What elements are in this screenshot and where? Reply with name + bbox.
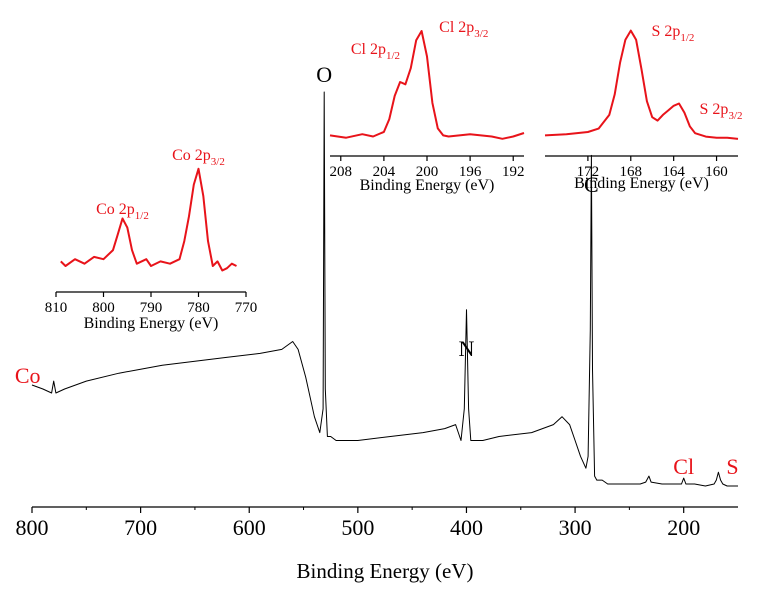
inset-co-tick-label-800: 800 xyxy=(92,300,115,316)
main-tick-label-400: 400 xyxy=(450,515,483,540)
inset-co-plot: 810 800 790 780 770 Binding Energy (eV) Co 2p3… xyxy=(45,147,258,332)
inset-cl-series-line xyxy=(329,30,525,140)
main-series-line xyxy=(31,91,738,487)
main-tick-label-700: 700 xyxy=(124,515,157,540)
main-tick-label-300: 300 xyxy=(559,515,592,540)
inset-co-tick-label-790: 790 xyxy=(140,300,163,316)
inset-cl-tick-label-192: 192 xyxy=(502,164,525,180)
inset-cl-peak-label-1: Cl 2p1/2 xyxy=(351,41,400,62)
inset-co-xlabel: Binding Energy (eV) xyxy=(84,315,219,332)
inset-cl-peak-label-0: Cl 2p3/2 xyxy=(439,19,488,40)
main-tick-label-500: 500 xyxy=(341,515,374,540)
main-tick-label-600: 600 xyxy=(233,515,266,540)
inset-s-xlabel: Binding Energy (eV) xyxy=(574,175,709,192)
main-peak-label-4: Cl xyxy=(673,454,694,479)
main-tick-label-200: 200 xyxy=(667,515,700,540)
inset-cl-tick-label-200: 200 xyxy=(416,164,439,180)
main-peak-label-5: S xyxy=(726,454,738,479)
inset-s-series-line xyxy=(544,29,739,140)
main-peak-label-0: O xyxy=(316,62,332,87)
inset-co-tick-label-780: 780 xyxy=(187,300,210,316)
main-peak-label-2: C xyxy=(584,172,599,197)
inset-co-series-line xyxy=(60,167,237,272)
inset-cl-tick-label-204: 204 xyxy=(373,164,396,180)
inset-co-peak-label-1: Co 2p1/2 xyxy=(96,201,149,222)
inset-cl-plot: 208 204 200 196 192 Binding Energy (eV) Cl 2p3… xyxy=(330,19,525,194)
inset-co-tick-label-810: 810 xyxy=(45,300,68,316)
inset-s-peak-label-0: S 2p1/2 xyxy=(651,23,694,44)
inset-s-tick-label-160: 160 xyxy=(705,164,728,180)
main-tick-label-800: 800 xyxy=(16,515,49,540)
inset-s-peak-label-1: S 2p3/2 xyxy=(700,101,743,122)
inset-cl-xlabel: Binding Energy (eV) xyxy=(360,177,495,194)
inset-cl-tick-label-196: 196 xyxy=(459,164,482,180)
inset-co-peak-label-0: Co 2p3/2 xyxy=(172,147,225,168)
main-xlabel: Binding Energy (eV) xyxy=(297,559,474,583)
inset-s-tick-label-168: 168 xyxy=(620,164,643,180)
main-peak-label-3: Co xyxy=(15,363,41,388)
inset-s-tick-label-164: 164 xyxy=(662,164,685,180)
inset-s-tick-label-172: 172 xyxy=(577,164,600,180)
main-peak-label-1: N xyxy=(459,336,475,361)
inset-cl-tick-label-208: 208 xyxy=(330,164,353,180)
inset-co-tick-label-770: 770 xyxy=(235,300,258,316)
